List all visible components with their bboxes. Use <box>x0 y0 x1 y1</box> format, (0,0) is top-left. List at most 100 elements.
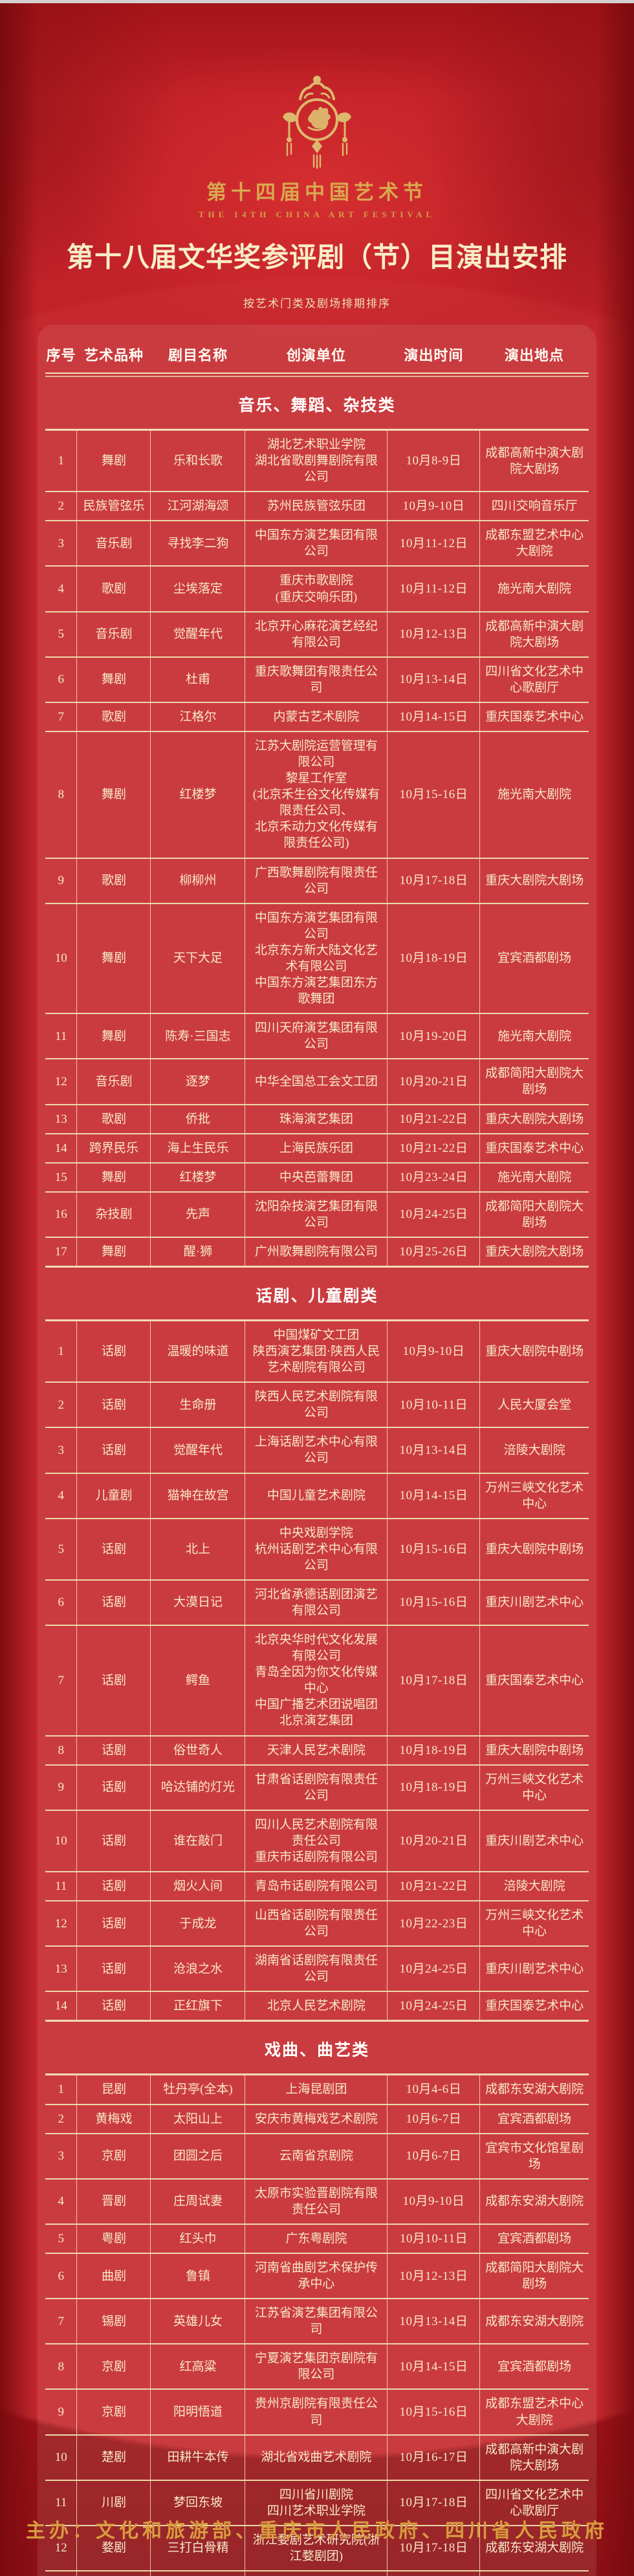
cell-genre: 话剧 <box>76 1945 151 1992</box>
cell-genre: 曲剧 <box>76 2253 151 2299</box>
cell-genre: 话剧 <box>76 1809 151 1872</box>
table-row: 9 歌剧 柳柳州 广西歌舞剧院有限责任公司 10月17-18日 重庆大剧院大剧场 <box>45 857 589 904</box>
table-row: 13 话剧 沧浪之水 湖南省话剧院有限责任公司 10月24-25日 重庆川剧艺术中心 <box>45 1945 589 1992</box>
cell-name: 逐梦 <box>150 1058 246 1105</box>
cell-company: 中国煤矿文工团 陕西演艺集团·陕西人民艺术剧院有限公司 <box>245 1320 388 1383</box>
cell-venue: 成都东盟艺术中心大剧院 <box>479 2388 589 2435</box>
table-row: 5 音乐剧 觉醒年代 北京开心麻花演艺经纪有限公司 10月12-13日 成都高新中演大剧院… <box>45 611 589 657</box>
cell-name: 太阳山上 <box>150 2103 246 2134</box>
cell-genre: 舞剧 <box>76 1013 151 1059</box>
cell-company: 湖南省话剧院有限责任公司 <box>245 1945 388 1992</box>
cell-company: 广东粤剧院 <box>245 2223 388 2254</box>
cell-venue: 重庆大剧院中剧场 <box>485 1345 584 1359</box>
cell-company: 陕西人民艺术剧院有限公司 <box>245 1381 388 1428</box>
cell-no: 12 <box>45 1900 78 1947</box>
cell-no: 10 <box>45 2434 78 2480</box>
cell-genre: 舞剧 <box>76 731 151 858</box>
cell-name: 杜甫 <box>150 656 246 702</box>
table-row: 1 话剧 温暖的味道 中国煤矿文工团 陕西演艺集团·陕西人民艺术剧院有限公司 10月9-… <box>45 1320 589 1383</box>
section-title: 戏曲、曲艺类 <box>264 2042 369 2060</box>
cell-company: 四川天府演艺集团有限公司 <box>245 1013 388 1059</box>
cell-name: 阳明悟道 <box>150 2388 246 2435</box>
main-title: 第十八届文华奖参评剧（节）目演出安排 <box>66 243 567 273</box>
cell-no: 6 <box>45 2253 78 2299</box>
cell-name: 沧浪之水 <box>150 1945 246 1992</box>
cell-date: 10月9-10日 <box>387 491 481 521</box>
cell-genre: 跨界民乐 <box>76 1132 151 1163</box>
cell-no: 1 <box>45 429 78 492</box>
cell-genre: 舞剧 <box>76 1236 151 1267</box>
cell-name: 田耕牛本传 <box>150 2434 246 2480</box>
cell-no: 1 <box>45 2074 78 2105</box>
cell-company: 北京人民艺术剧院 <box>245 1991 388 2021</box>
cell-no: 4 <box>45 565 78 612</box>
cell-genre: 舞剧 <box>76 1162 151 1192</box>
cell-no: 3 <box>45 1427 78 1473</box>
cell-genre: 话剧 <box>76 1579 151 1626</box>
cell-company: 上海昆剧团 <box>245 2074 388 2105</box>
cell-genre: 民族管弦乐 <box>76 491 151 521</box>
section-title: 音乐、舞蹈、杂技类 <box>238 397 396 415</box>
cell-name: 醒·狮 <box>150 1236 246 1267</box>
cell-genre: 京剧 <box>76 2388 151 2435</box>
cell-genre: 话剧 <box>76 1900 151 1947</box>
schedule-section: 话剧、儿童剧类 1 话剧 温暖的味道 中国煤矿文工团 陕西演艺集团·陕西人民艺术剧院有限… <box>45 1283 589 2022</box>
cell-name: 红高粱 <box>150 2343 246 2390</box>
cell-company: 珠海演艺集团 <box>245 1103 388 1134</box>
cell-no: 14 <box>45 1991 78 2021</box>
cell-company: 沈阳杂技演艺集团有限公司 <box>245 1191 388 1237</box>
table-row: 10 话剧 谁在敲门 四川人民艺术剧院有限责任公司 重庆市话剧院有限公司 10月20-2… <box>45 1809 589 1872</box>
cell-no: 2 <box>45 2103 78 2134</box>
cell-venue: 施光南大剧院 <box>479 1013 589 1059</box>
cell-venue: 重庆国泰艺术中心 <box>479 701 589 732</box>
cell-venue: 宜宾酒都剧场 <box>479 2103 589 2134</box>
cell-date: 10月24-25日 <box>387 1945 481 1992</box>
cell-name: 红楼梦 <box>150 1162 246 1192</box>
cell-no: 8 <box>45 2343 78 2390</box>
cell-company: 青岛市话剧院有限公司 <box>245 1870 388 1901</box>
cell-name: 江河湖海颂 <box>150 491 246 521</box>
cell-no: 14 <box>45 1132 78 1163</box>
table-column-header: 序号 艺术品种 剧目名称 创演单位 演出时间 演出地点 <box>45 335 589 373</box>
table-row: 2 黄梅戏 太阳山上 安庆市黄梅戏艺术剧院 10月6-7日 宜宾酒都剧场 <box>45 2103 589 2134</box>
cell-no: 3 <box>45 520 78 567</box>
cell-no: 2 <box>45 1381 78 1428</box>
cell-no: 7 <box>45 2298 78 2344</box>
cell-no: 7 <box>45 1625 78 1736</box>
cell-genre: 歌剧 <box>76 565 151 612</box>
cell-date: 10月14-15日 <box>387 701 481 732</box>
cell-venue: 成都东安湖大剧院 <box>485 2083 584 2097</box>
cell-name: 红楼梦 <box>150 731 246 858</box>
emblem-wrap <box>0 73 634 173</box>
cell-company: 四川人民艺术剧院有限责任公司 重庆市话剧院有限公司 <box>245 1809 388 1872</box>
cell-no: 3 <box>45 2132 78 2179</box>
cell-venue: 重庆大剧院大剧场 <box>479 1236 589 1267</box>
cell-date: 10月6-7日 <box>387 2103 481 2134</box>
table-row: 13 歌剧 侨批 珠海演艺集团 10月21-22日 重庆大剧院大剧场 <box>45 1103 589 1134</box>
cell-company: 山西省话剧院有限责任公司 <box>245 1900 388 1947</box>
cell-venue: 涪陵大剧院 <box>479 1427 589 1473</box>
schedule-table: 1 舞剧 乐和长歌 湖北艺术职业学院 湖北省歌剧舞剧院有限公司 10月8-9日 成都高新中… <box>45 429 589 1268</box>
cell-company: 北京开心麻花演艺经纪有限公司 <box>245 611 388 657</box>
cell-company: 江苏省演艺集团有限公司 <box>245 2298 388 2344</box>
cell-name: 我的大观园 <box>150 2570 246 2576</box>
cell-company: 中央戏剧学院 杭州话剧艺术中心有限公司 <box>245 1517 388 1580</box>
cell-date: 10月6-7日 <box>387 2132 481 2179</box>
cell-genre: 话剧 <box>76 1870 151 1901</box>
cell-company: 湖北艺术职业学院 湖北省歌剧舞剧院有限公司 <box>245 429 388 492</box>
cell-venue: 重庆国泰艺术中心 <box>479 1991 589 2021</box>
cell-venue: 重庆大剧院大剧场 <box>479 857 589 904</box>
table-row: 7 锡剧 英雄儿女 江苏省演艺集团有限公司 10月13-14日 成都东安湖大剧院 <box>45 2298 589 2344</box>
cell-name: 天下大足 <box>150 902 246 1014</box>
cell-name: 梦回东坡 <box>150 2479 246 2526</box>
cell-date: 10月19-20日 <box>387 1013 481 1059</box>
cell-no: 11 <box>45 2479 78 2526</box>
cell-no: 8 <box>45 731 78 858</box>
cell-date: 10月17-18日 <box>387 2479 481 2526</box>
cell-date: 10月11-12日 <box>387 520 481 567</box>
table-row: 11 川剧 梦回东坡 四川省川剧院 四川艺术职业学院 10月17-18日 四川省文化艺术中… <box>45 2479 589 2526</box>
cell-no: 1 <box>45 1320 78 1383</box>
cell-name: 猫神在故宫 <box>150 1472 246 1519</box>
cell-venue: 万州三峡文化艺术中心 <box>479 1764 589 1810</box>
